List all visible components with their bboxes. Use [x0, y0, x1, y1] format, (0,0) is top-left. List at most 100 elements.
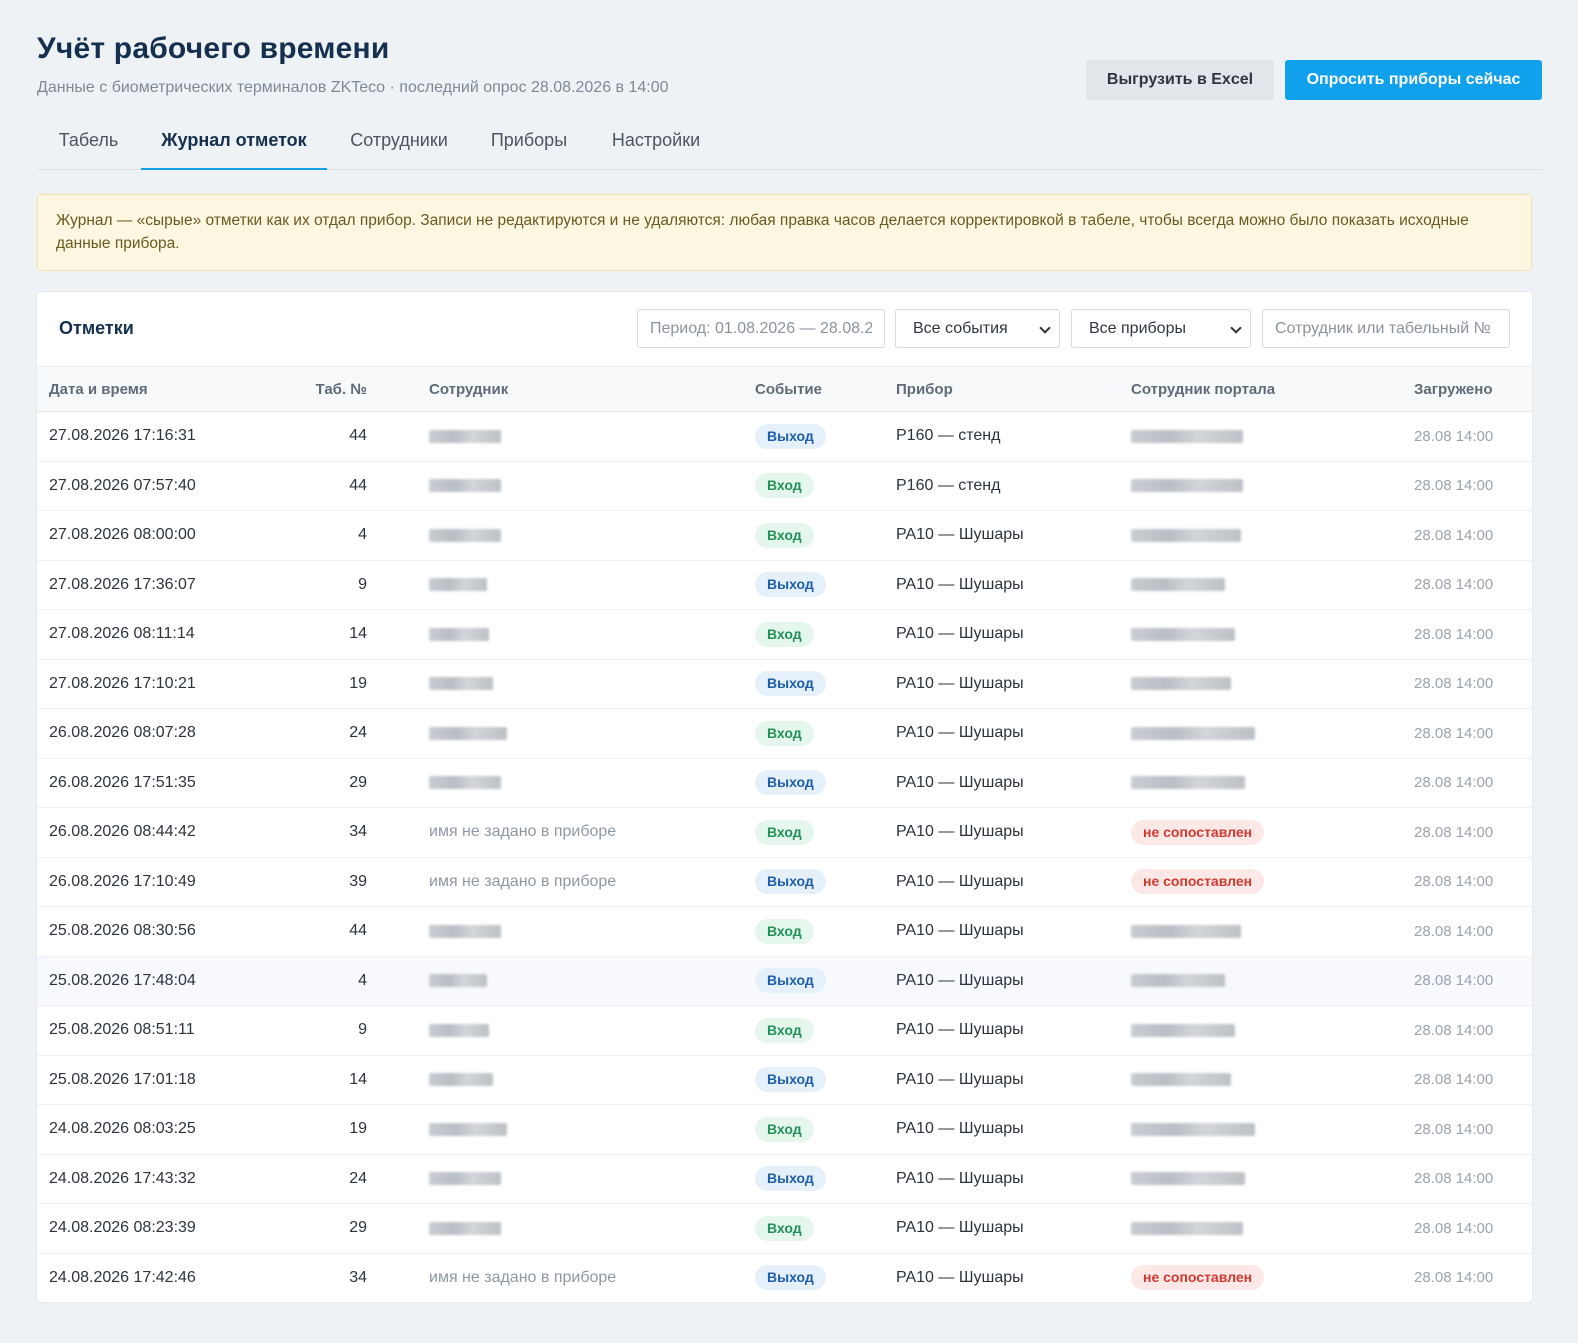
cell-uploaded: 28.08 14:00	[1414, 526, 1494, 544]
portal-employee-blurred	[1131, 974, 1225, 988]
cell-tab-no: 24	[349, 724, 367, 742]
employee-name-blurred	[429, 1122, 507, 1136]
table-row[interactable]: 26.08.2026 17:51:35 29 Выход PA10 — Шушары 2…	[37, 758, 1532, 808]
employee-name-missing: имя не задано в приборе	[429, 1268, 617, 1286]
portal-employee-blurred	[1131, 1122, 1255, 1136]
cell-datetime: 26.08.2026 08:44:42	[49, 823, 196, 841]
cell-device: PA10 — Шушары	[896, 724, 1024, 742]
table-row[interactable]: 27.08.2026 08:00:00 4 Вход PA10 — Шушары 28.…	[37, 511, 1532, 560]
events-select[interactable]: Все события	[895, 309, 1060, 348]
col-device[interactable]: Прибор	[896, 366, 1131, 412]
tab-employees[interactable]: Сотрудники	[350, 130, 448, 150]
cell-datetime: 26.08.2026 17:10:49	[49, 872, 196, 890]
portal-employee-blurred	[1131, 1221, 1243, 1235]
cell-employee	[429, 1105, 755, 1155]
table-row[interactable]: 27.08.2026 17:10:21 19 Выход PA10 — Шушары 2…	[37, 659, 1532, 709]
cell-tab-no: 39	[349, 872, 367, 890]
cell-datetime: 24.08.2026 08:03:25	[49, 1120, 196, 1138]
col-employee[interactable]: Сотрудник	[429, 366, 755, 412]
chevron-down-icon	[1039, 322, 1051, 334]
cell-employee: имя не задано в приборе	[429, 808, 755, 858]
tab-settings[interactable]: Настройки	[611, 130, 701, 150]
event-badge: Выход	[755, 968, 826, 994]
employee-name-blurred	[429, 1221, 501, 1235]
cell-uploaded: 28.08 14:00	[1414, 1269, 1494, 1287]
col-tab-no[interactable]: Таб. №	[267, 366, 367, 412]
cell-event: Вход	[755, 1105, 896, 1155]
cell-uploaded: 28.08 14:00	[1414, 1170, 1494, 1188]
tab-devices[interactable]: Приборы	[490, 130, 568, 150]
table-row[interactable]: 25.08.2026 08:30:56 44 Вход PA10 — Шушары 28…	[37, 907, 1532, 957]
cell-event: Вход	[755, 808, 896, 858]
col-datetime[interactable]: Дата и время	[37, 366, 267, 412]
log-table-body: 27.08.2026 17:16:31 44 Выход P160 — стенд 28…	[37, 412, 1532, 1302]
table-row[interactable]: 26.08.2026 17:10:49 39 имя не задано в при…	[37, 857, 1532, 907]
devices-select[interactable]: Все приборы	[1071, 309, 1251, 348]
page-subtitle: Данные с биометрических терминалов ZKTec…	[37, 79, 669, 96]
table-row[interactable]: 27.08.2026 07:57:40 44 Вход P160 — стенд 28.…	[37, 461, 1532, 511]
cell-employee	[429, 461, 755, 511]
event-badge: Выход	[755, 423, 826, 449]
event-badge: Выход	[755, 869, 826, 895]
event-badge: Выход	[755, 1166, 826, 1192]
cell-portal-employee	[1131, 461, 1367, 511]
cell-event: Вход	[755, 461, 896, 511]
cell-tab-no: 14	[349, 625, 367, 643]
page: Учёт рабочего времени Данные с биометрич…	[37, 0, 1542, 1302]
cell-device: PA10 — Шушары	[896, 823, 1024, 841]
table-row[interactable]: 25.08.2026 08:51:11 9 Вход PA10 — Шушары 28.…	[37, 1006, 1532, 1056]
employee-search-input[interactable]	[1262, 309, 1510, 348]
tab-log[interactable]: Журнал отметок	[141, 112, 327, 170]
col-event[interactable]: Событие	[755, 366, 896, 412]
portal-employee-blurred	[1131, 726, 1255, 740]
cell-device: P160 — стенд	[896, 427, 1001, 445]
cell-device: PA10 — Шушары	[896, 773, 1024, 791]
cell-event: Вход	[755, 1006, 896, 1056]
cell-uploaded: 28.08 14:00	[1414, 1021, 1494, 1039]
cell-tab-no: 24	[349, 1169, 367, 1187]
export-excel-button[interactable]: Выгрузить в Excel	[1086, 60, 1274, 100]
cell-device: P160 — стенд	[896, 476, 1001, 494]
event-badge: Вход	[755, 621, 814, 647]
cell-tab-no: 29	[349, 773, 367, 791]
cell-portal-employee	[1131, 1006, 1367, 1056]
poll-devices-button[interactable]: Опросить приборы сейчас	[1285, 60, 1542, 100]
event-badge: Вход	[755, 1215, 814, 1241]
event-badge: Выход	[755, 770, 826, 796]
table-row[interactable]: 26.08.2026 08:44:42 34 имя не задано в при…	[37, 808, 1532, 858]
period-filter-input[interactable]	[637, 309, 885, 348]
cell-uploaded: 28.08 14:00	[1414, 427, 1494, 445]
event-badge: Выход	[755, 1265, 826, 1291]
log-table: Дата и время Таб. № Сотрудник Событие Пр…	[37, 366, 1532, 1302]
table-row[interactable]: 24.08.2026 17:42:46 34 имя не задано в при…	[37, 1253, 1532, 1302]
cell-uploaded: 28.08 14:00	[1414, 675, 1494, 693]
cell-tab-no: 34	[349, 823, 367, 841]
table-row[interactable]: 25.08.2026 17:48:04 4 Выход PA10 — Шушары 28…	[37, 956, 1532, 1006]
tab-timesheet[interactable]: Табель	[58, 130, 119, 150]
table-row[interactable]: 24.08.2026 08:03:25 19 Вход PA10 — Шушары 28…	[37, 1105, 1532, 1155]
table-row[interactable]: 27.08.2026 08:11:14 14 Вход PA10 — Шушары 28…	[37, 610, 1532, 659]
cell-employee	[429, 1154, 755, 1204]
chevron-down-icon	[1230, 322, 1242, 334]
table-row[interactable]: 24.08.2026 17:43:32 24 Выход PA10 — Шушары 2…	[37, 1154, 1532, 1204]
col-uploaded[interactable]: Загружено	[1367, 366, 1532, 412]
table-row[interactable]: 25.08.2026 17:01:18 14 Выход PA10 — Шушары 2…	[37, 1055, 1532, 1105]
cell-employee	[429, 659, 755, 709]
cell-employee	[429, 412, 755, 462]
page-title: Учёт рабочего времени	[37, 32, 390, 65]
cell-uploaded: 28.08 14:00	[1414, 774, 1494, 792]
table-row[interactable]: 27.08.2026 17:36:07 9 Выход PA10 — Шушары 28…	[37, 560, 1532, 610]
cell-employee: имя не задано в приборе	[429, 857, 755, 907]
portal-employee-blurred	[1131, 578, 1225, 592]
cell-datetime: 27.08.2026 08:11:14	[49, 625, 195, 643]
table-row[interactable]: 27.08.2026 17:16:31 44 Выход P160 — стенд 28…	[37, 412, 1532, 462]
cell-portal-employee	[1131, 560, 1367, 610]
portal-employee-blurred	[1131, 1172, 1245, 1186]
table-row[interactable]: 26.08.2026 08:07:28 24 Вход PA10 — Шушары 28…	[37, 709, 1532, 758]
cell-device: PA10 — Шушары	[896, 971, 1024, 989]
col-portal-employee[interactable]: Сотрудник портала	[1131, 366, 1367, 412]
cell-employee	[429, 907, 755, 957]
devices-select-value: Все приборы	[1089, 320, 1186, 337]
table-row[interactable]: 24.08.2026 08:23:39 29 Вход PA10 — Шушары 28…	[37, 1204, 1532, 1253]
employee-name-blurred	[429, 1023, 489, 1037]
